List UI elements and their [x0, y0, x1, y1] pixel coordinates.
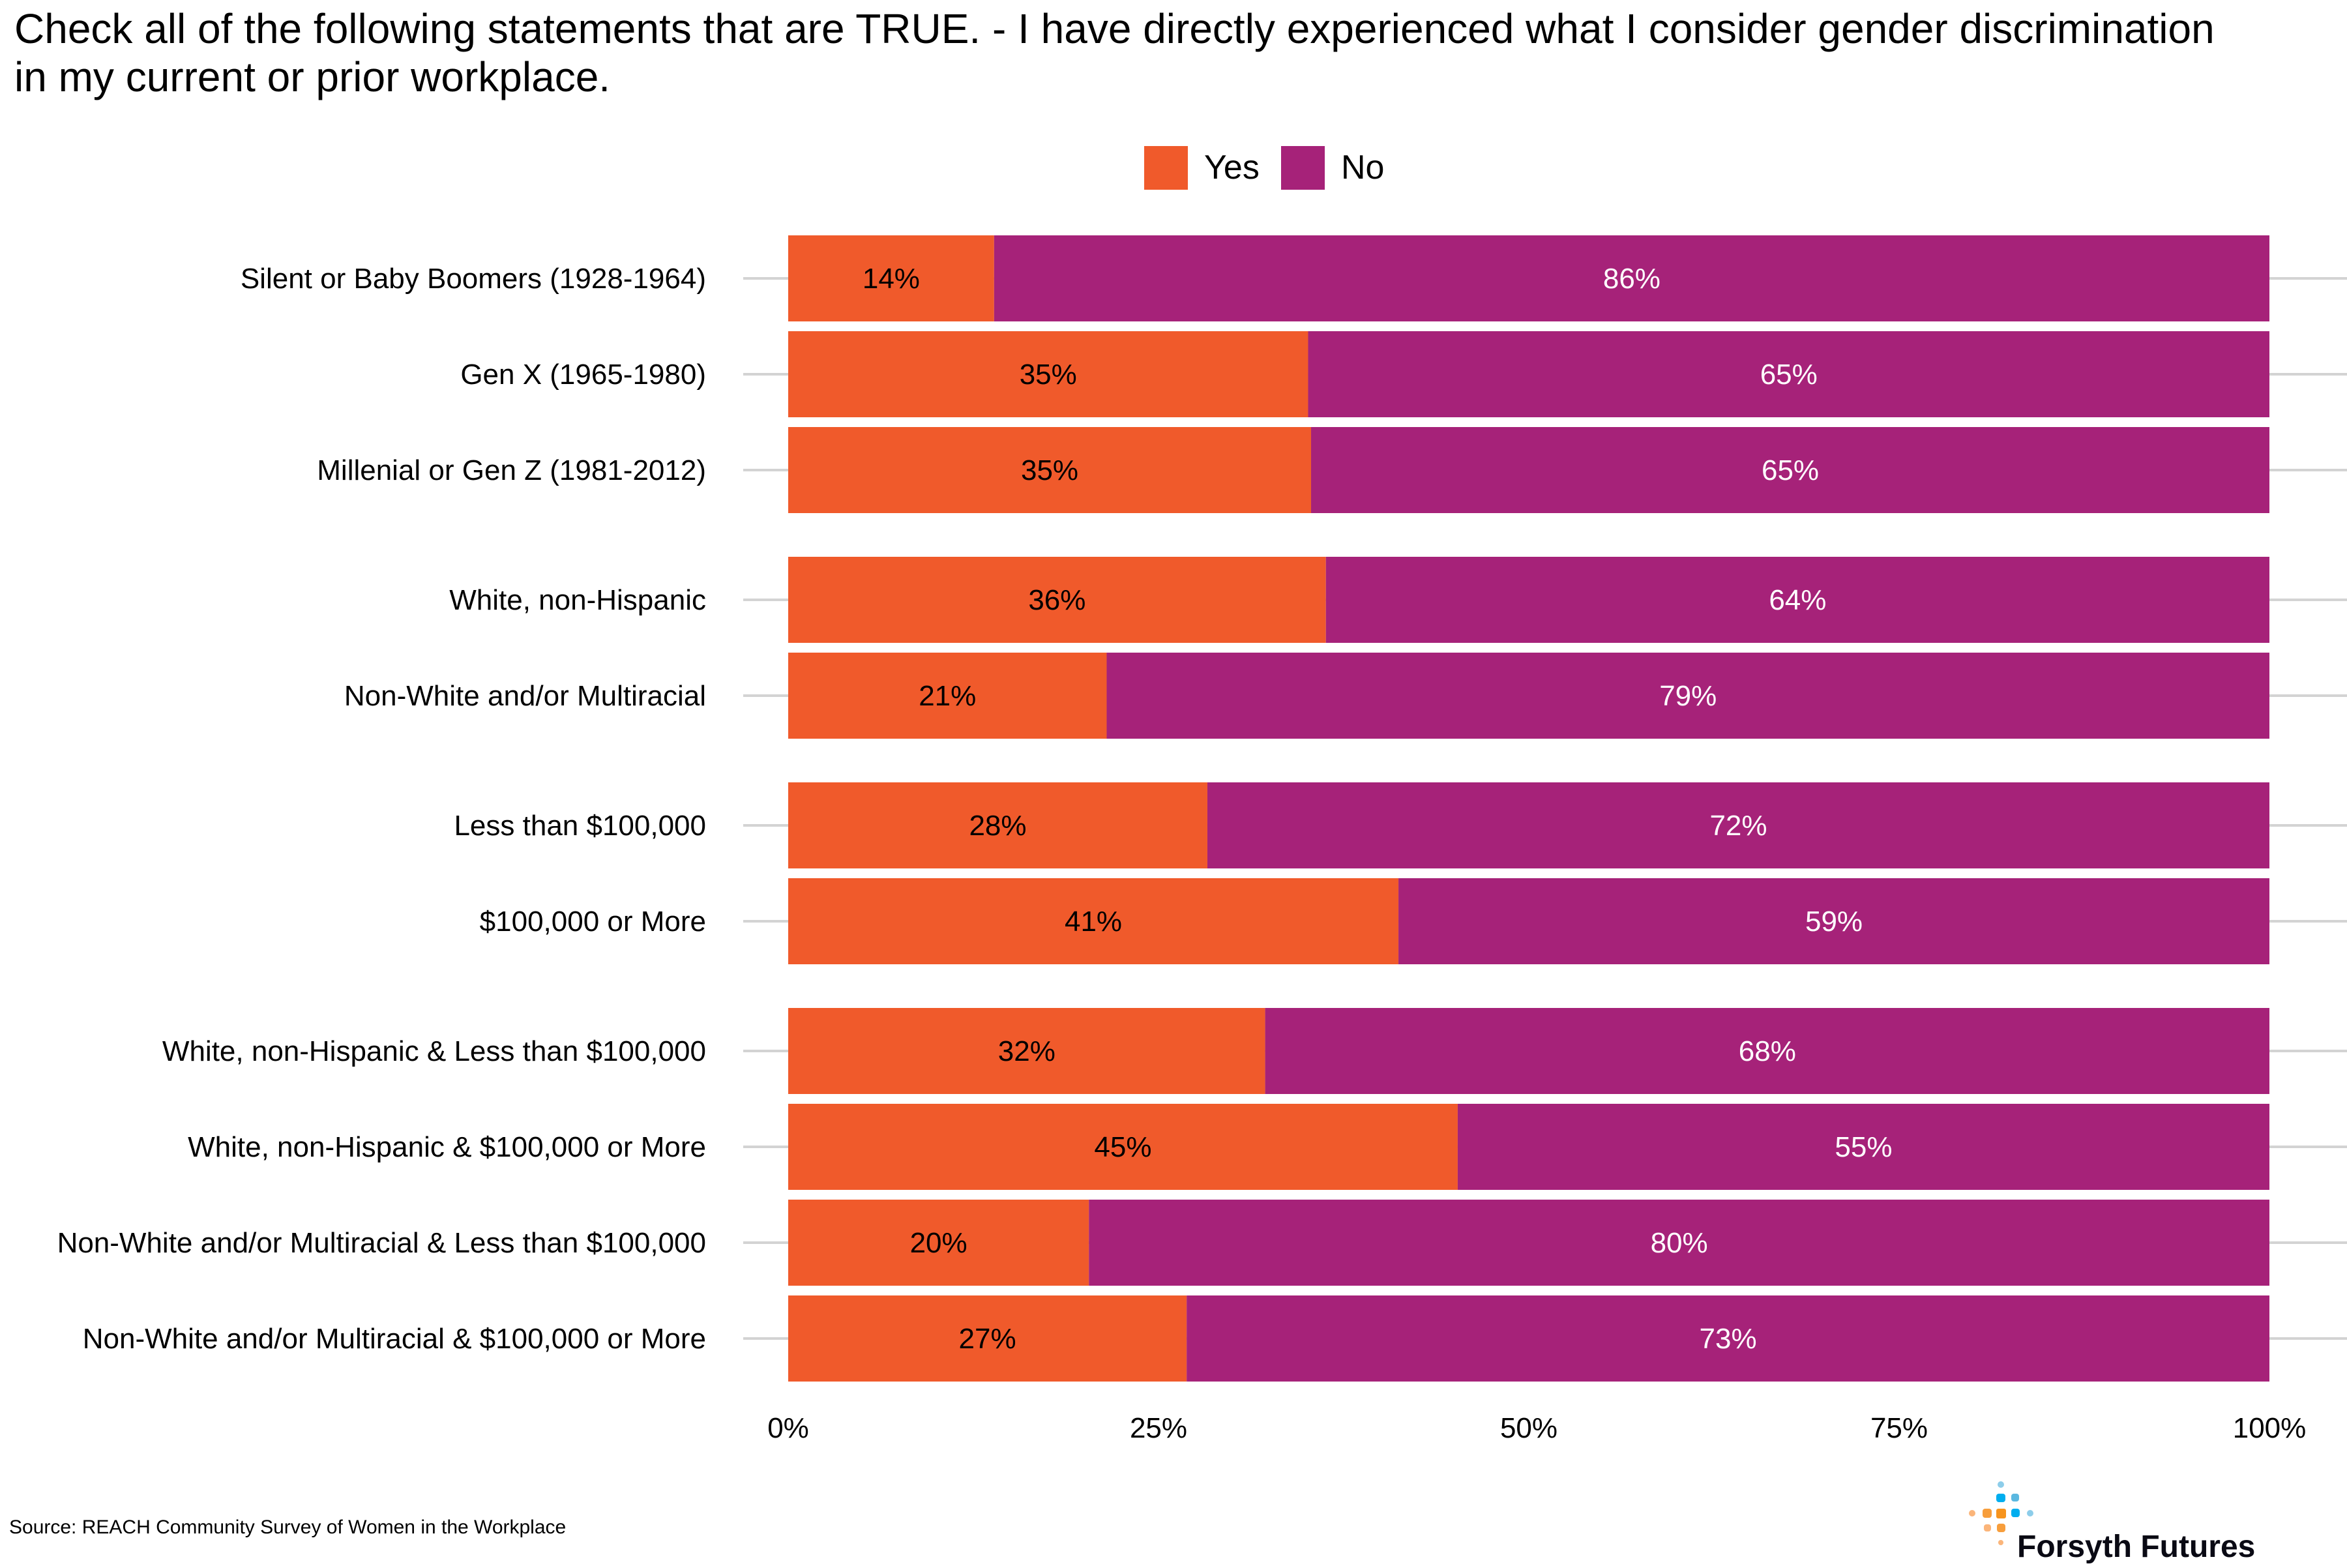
bar-yes	[788, 878, 1399, 964]
data-label: 68%	[1739, 1035, 1796, 1067]
forsyth-futures-logo: Forsyth Futures	[1969, 1481, 2255, 1564]
bar-no	[1265, 1008, 2269, 1094]
data-label: 45%	[1094, 1131, 1151, 1163]
bar-yes	[788, 782, 1207, 868]
x-tick-label: 75%	[1870, 1412, 1928, 1444]
data-label: 35%	[1020, 359, 1077, 391]
data-label: 32%	[998, 1035, 1055, 1067]
data-label: 73%	[1700, 1323, 1757, 1355]
bars: 14% 86% 35% 65% 35% 65% 36% 64% 21% 79% 28% 72% 41% 5…	[788, 235, 2269, 1382]
bar-yes	[788, 1295, 1187, 1382]
x-tick-label: 25%	[1130, 1412, 1187, 1444]
bar-no	[1311, 427, 2269, 513]
data-label: 41%	[1065, 906, 1122, 938]
category-label: Non-White and/or Multiracial & $100,000 …	[83, 1323, 706, 1355]
bar-no	[1106, 653, 2269, 739]
data-label: 55%	[1835, 1131, 1892, 1163]
category-label: Non-White and/or Multiracial & Less than…	[57, 1227, 706, 1259]
category-label: Less than $100,000	[454, 810, 706, 842]
bar-yes	[788, 653, 1107, 739]
category-label: Non-White and/or Multiracial	[344, 680, 706, 712]
category-label: White, non-Hispanic & Less than $100,000	[162, 1035, 706, 1067]
data-label: 20%	[910, 1227, 967, 1259]
data-label: 86%	[1603, 263, 1661, 295]
logo-text: Forsyth Futures	[2017, 1530, 2255, 1564]
category-label: $100,000 or More	[480, 906, 706, 938]
legend-swatch-yes	[1144, 146, 1188, 190]
bar-yes	[788, 235, 994, 321]
x-tick-label: 50%	[1500, 1412, 1557, 1444]
x-axis-ticks: 0% 25% 50% 75% 100%	[767, 1412, 2306, 1444]
data-label: 65%	[1762, 454, 1819, 486]
category-label: White, non-Hispanic	[449, 584, 706, 616]
data-label: 64%	[1769, 584, 1826, 616]
category-label: Millenial or Gen Z (1981-2012)	[317, 454, 706, 486]
chart-title-line-2: in my current or prior workplace.	[14, 53, 610, 100]
data-label: 59%	[1805, 906, 1863, 938]
bar-yes	[788, 331, 1308, 417]
data-label: 79%	[1659, 680, 1717, 712]
bar-no	[1089, 1200, 2269, 1286]
bar-no	[994, 235, 2269, 321]
data-label: 80%	[1651, 1227, 1708, 1259]
chart-title-line-1: Check all of the following statements th…	[14, 5, 2215, 52]
data-label: 21%	[919, 680, 976, 712]
data-label: 35%	[1021, 454, 1078, 486]
bar-yes	[788, 1008, 1265, 1094]
bar-no	[1308, 331, 2269, 417]
bar-no	[1207, 782, 2269, 868]
legend-swatch-no	[1281, 146, 1325, 190]
data-label: 27%	[959, 1323, 1016, 1355]
category-label: Gen X (1965-1980)	[460, 359, 706, 391]
data-label: 72%	[1709, 810, 1767, 842]
bar-yes	[788, 1200, 1089, 1286]
bar-yes	[788, 427, 1312, 513]
category-label: White, non-Hispanic & $100,000 or More	[188, 1131, 706, 1163]
y-axis-labels: Silent or Baby Boomers (1928-1964) Gen X …	[57, 263, 706, 1355]
data-label: 65%	[1760, 359, 1818, 391]
bar-no	[1187, 1295, 2269, 1382]
data-label: 36%	[1028, 584, 1085, 616]
bar-no	[1398, 878, 2269, 964]
legend: Yes No	[1144, 146, 1384, 190]
bar-no	[1325, 557, 2269, 643]
source-note: Source: REACH Community Survey of Women …	[9, 1516, 566, 1538]
bar-yes	[788, 557, 1326, 643]
category-label: Silent or Baby Boomers (1928-1964)	[241, 263, 706, 295]
x-tick-label: 100%	[2233, 1412, 2307, 1444]
bar-no	[1457, 1104, 2269, 1190]
legend-label-no: No	[1341, 149, 1384, 186]
data-label: 28%	[969, 810, 1026, 842]
x-tick-label: 0%	[767, 1412, 809, 1444]
bar-yes	[788, 1104, 1458, 1190]
legend-label-yes: Yes	[1204, 149, 1260, 186]
data-label: 14%	[863, 263, 920, 295]
